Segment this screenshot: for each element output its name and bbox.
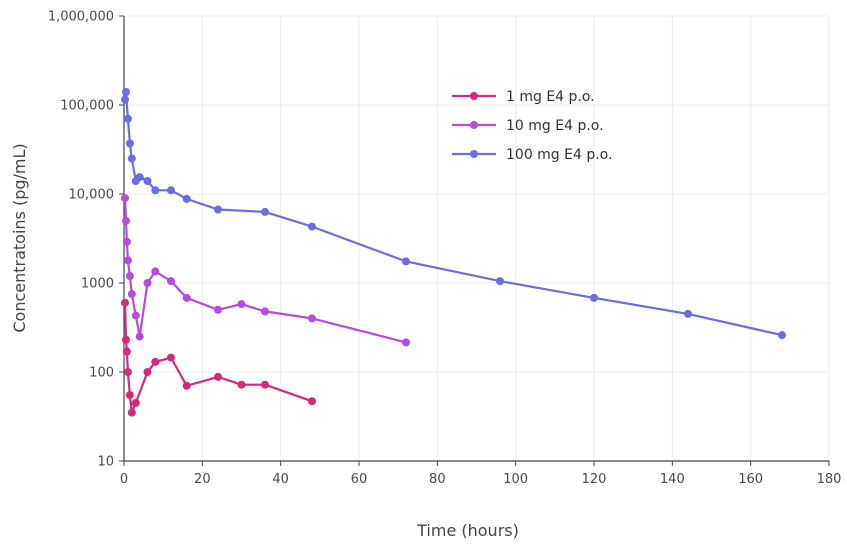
data-point <box>308 397 316 405</box>
legend-swatch-marker <box>470 121 478 129</box>
data-point <box>136 173 144 181</box>
data-point <box>183 382 191 390</box>
y-axis-label: Concentratoins (pg/mL) <box>10 143 29 332</box>
series-layer <box>121 88 786 417</box>
data-point <box>238 300 246 308</box>
x-tick-label: 160 <box>738 472 763 487</box>
x-tick-label: 120 <box>582 472 607 487</box>
data-point <box>167 354 175 362</box>
data-point <box>122 217 130 225</box>
data-point <box>128 155 136 163</box>
data-point <box>128 290 136 298</box>
data-point <box>121 96 129 104</box>
data-point <box>402 338 410 346</box>
grid-lines <box>124 16 829 461</box>
x-tick-label: 140 <box>660 472 685 487</box>
data-point <box>124 368 132 376</box>
data-point <box>123 238 131 246</box>
legend-item: 1 mg E4 p.o. <box>452 89 595 105</box>
data-point <box>132 399 140 407</box>
x-tick-label: 40 <box>272 472 289 487</box>
data-point <box>590 294 598 302</box>
legend-item: 10 mg E4 p.o. <box>452 118 604 134</box>
x-tick-label: 0 <box>120 472 128 487</box>
data-point <box>128 409 136 417</box>
y-axis-ticks: 10 100 1000 10,000 100,000 1,000,000 <box>48 10 124 470</box>
x-tick-label: 60 <box>351 472 368 487</box>
data-point <box>261 381 269 389</box>
legend-label: 1 mg E4 p.o. <box>506 89 595 105</box>
x-tick-label: 180 <box>817 472 842 487</box>
data-point <box>402 257 410 265</box>
data-point <box>121 299 129 307</box>
x-tick-label: 100 <box>503 472 528 487</box>
data-point <box>238 381 246 389</box>
data-point <box>123 348 131 356</box>
data-point <box>124 115 132 123</box>
data-point <box>308 223 316 231</box>
legend-swatch-marker <box>470 150 478 158</box>
legend-label: 100 mg E4 p.o. <box>506 147 612 163</box>
series-1 <box>121 299 316 417</box>
data-point <box>151 267 159 275</box>
data-point <box>214 373 222 381</box>
data-point <box>132 312 140 320</box>
data-point <box>778 331 786 339</box>
x-axis-ticks: 0 20 40 60 80 100 120 140 160 180 <box>120 461 842 487</box>
data-point <box>151 186 159 194</box>
y-tick-label: 100 <box>89 366 114 381</box>
data-point <box>121 194 129 202</box>
data-point <box>167 277 175 285</box>
data-point <box>261 208 269 216</box>
data-point <box>136 333 144 341</box>
data-point <box>144 279 152 287</box>
y-tick-label: 10,000 <box>69 188 115 203</box>
data-point <box>183 294 191 302</box>
x-tick-label: 20 <box>194 472 211 487</box>
series-line <box>125 198 406 342</box>
x-axis-label: Time (hours) <box>416 521 519 540</box>
data-point <box>308 314 316 322</box>
y-tick-label: 10 <box>97 455 114 470</box>
data-point <box>167 186 175 194</box>
data-point <box>126 139 134 147</box>
data-point <box>122 88 130 96</box>
series-line <box>125 92 782 335</box>
data-point <box>261 307 269 315</box>
data-point <box>144 368 152 376</box>
data-point <box>214 306 222 314</box>
data-point <box>214 206 222 214</box>
series-line <box>125 303 312 413</box>
data-point <box>496 277 504 285</box>
data-point <box>126 272 134 280</box>
data-point <box>684 310 692 318</box>
y-tick-label: 1,000,000 <box>48 10 114 25</box>
data-point <box>144 177 152 185</box>
x-tick-label: 80 <box>429 472 446 487</box>
data-point <box>124 256 132 264</box>
legend-label: 10 mg E4 p.o. <box>506 118 604 134</box>
data-point <box>122 336 130 344</box>
axes <box>124 16 829 461</box>
data-point <box>151 358 159 366</box>
legend-item: 100 mg E4 p.o. <box>452 147 612 163</box>
legend-swatch-marker <box>470 92 478 100</box>
data-point <box>126 391 134 399</box>
data-point <box>183 195 191 203</box>
legend: 1 mg E4 p.o. 10 mg E4 p.o. 100 mg E4 p.o. <box>452 89 612 163</box>
y-tick-label: 1000 <box>81 277 114 292</box>
y-tick-label: 100,000 <box>60 99 114 114</box>
series-2 <box>121 194 410 346</box>
